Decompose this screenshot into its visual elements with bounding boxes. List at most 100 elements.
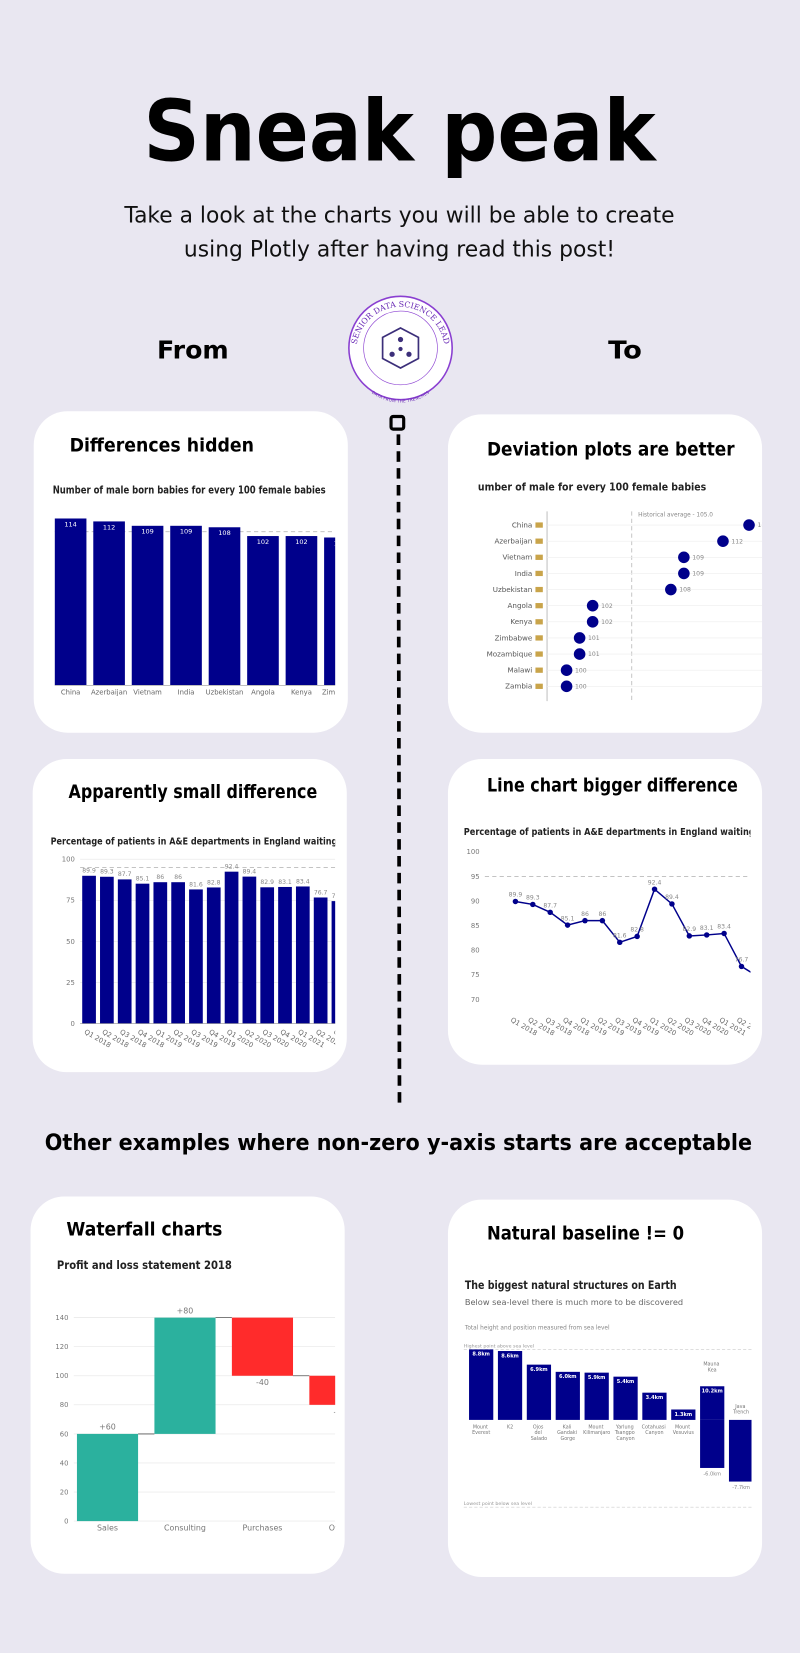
section-title: Other examples where non-zero y-axis sta… xyxy=(45,1130,752,1156)
bar xyxy=(154,1317,216,1434)
data-label: 92.4 xyxy=(648,879,662,886)
y-tick-label: Azerbaijan xyxy=(494,537,532,546)
data-label: -20 xyxy=(333,1407,346,1416)
bar xyxy=(584,1372,609,1420)
flag xyxy=(535,603,543,609)
data-label: 83.4 xyxy=(296,878,310,885)
x-tick-label: Angola xyxy=(251,689,275,697)
y-tick-label: 100 xyxy=(467,848,480,856)
y-tick-label: India xyxy=(515,569,533,578)
x-tick-label: Other xyxy=(329,1524,352,1533)
bar xyxy=(613,1376,638,1420)
flag xyxy=(535,635,543,641)
dot xyxy=(573,632,586,644)
point xyxy=(686,933,693,939)
subtitle: using Plotly after having read this post… xyxy=(184,236,615,262)
bar xyxy=(224,871,239,1024)
y-tick-label: 80 xyxy=(60,1401,69,1409)
y-tick-label: Kenya xyxy=(510,617,532,626)
data-label: 89.9 xyxy=(509,892,523,899)
dot xyxy=(560,664,573,676)
y-tick-label: 100 xyxy=(62,856,75,864)
card-title: Natural baseline != 0 xyxy=(487,1223,684,1245)
point xyxy=(547,909,553,916)
bar xyxy=(555,1371,580,1420)
data-label: +60 xyxy=(99,1423,116,1432)
point xyxy=(564,922,571,928)
bar xyxy=(135,883,150,1024)
point xyxy=(721,930,727,937)
x-tick-label: Mount Kilimanjaro xyxy=(583,1424,610,1436)
flag xyxy=(535,683,543,689)
data-label: -40 xyxy=(256,1378,269,1387)
y-tick-label: 95 xyxy=(471,873,480,881)
data-label: 89.3 xyxy=(100,869,114,876)
data-label: 82.8 xyxy=(207,879,221,886)
point xyxy=(634,933,640,940)
point xyxy=(669,901,675,907)
data-label: 86 xyxy=(174,874,182,881)
y-tick-label: Malawi xyxy=(507,666,532,675)
y-tick-label: Mozambique xyxy=(487,649,533,658)
dot xyxy=(573,648,586,660)
y-tick-label: 25 xyxy=(66,979,75,987)
bar xyxy=(313,897,328,1024)
y-tick-label: Angola xyxy=(508,601,533,610)
data-label: 109 xyxy=(180,528,192,536)
x-tick-label: Purchases xyxy=(242,1524,282,1533)
data-label: 1.3km xyxy=(675,1412,693,1418)
data-label: 76.7 xyxy=(314,889,328,896)
flag xyxy=(535,538,543,544)
x-tick-label: Azerbaijan xyxy=(91,689,127,697)
data-label: -6.0km xyxy=(703,1471,721,1477)
y-tick-label: 90 xyxy=(471,897,480,905)
data-label: 109 xyxy=(692,571,704,578)
chart: The biggest natural structures on Earth B… xyxy=(463,1279,752,1508)
card-title: Deviation plots are better xyxy=(487,438,735,460)
dot xyxy=(743,519,755,531)
data-label: 86 xyxy=(581,911,589,918)
y-tick-label: Uzbekistan xyxy=(493,585,533,594)
dot xyxy=(678,567,690,580)
point xyxy=(703,932,710,938)
y-tick-label: 80 xyxy=(471,947,480,955)
data-label: 114 xyxy=(64,520,76,528)
data-label: 101 xyxy=(588,635,600,642)
data-label: 76.7 xyxy=(735,957,749,964)
bar xyxy=(153,882,168,1024)
data-label: 102 xyxy=(295,538,307,546)
data-label: 89.4 xyxy=(243,868,257,875)
x-tick-label: China xyxy=(61,689,81,697)
dot xyxy=(586,599,599,612)
subtitle: Take a look at the charts you will be ab… xyxy=(123,203,674,229)
column-label: To xyxy=(608,336,642,365)
x-tick-label: Vietnam xyxy=(133,689,162,697)
x-tick-label: India xyxy=(178,689,195,697)
chart-title: Profit and loss statement 2018 xyxy=(57,1258,232,1272)
y-tick-label: 60 xyxy=(60,1430,69,1438)
point xyxy=(738,963,745,970)
bar xyxy=(171,882,185,1024)
y-tick-label: 75 xyxy=(471,971,480,979)
data-label: 83.4 xyxy=(717,924,731,931)
data-label: 102 xyxy=(257,538,269,546)
data-label: 101 xyxy=(334,539,346,547)
y-tick-label: 0 xyxy=(64,1518,68,1526)
data-label: 87.7 xyxy=(118,871,132,878)
dot xyxy=(678,551,690,564)
data-label: 3.4km xyxy=(646,1395,664,1401)
bar xyxy=(700,1419,725,1468)
data-label: 100 xyxy=(575,683,587,690)
y-tick-label: 40 xyxy=(60,1459,69,1467)
dot xyxy=(586,616,599,628)
x-tick-label: Uzbekistan xyxy=(206,689,244,697)
bar xyxy=(208,527,241,686)
y-tick-label: 20 xyxy=(60,1488,69,1496)
x-tick-label: Java Trench xyxy=(732,1404,749,1416)
chart-title: Percentage of patients in A&E department… xyxy=(464,827,755,838)
bar xyxy=(54,518,87,686)
data-label: 102 xyxy=(601,619,613,626)
bar xyxy=(469,1349,494,1420)
chart-title: Percentage of patients in A&E department… xyxy=(51,836,338,847)
data-label: 6.0km xyxy=(559,1374,577,1380)
